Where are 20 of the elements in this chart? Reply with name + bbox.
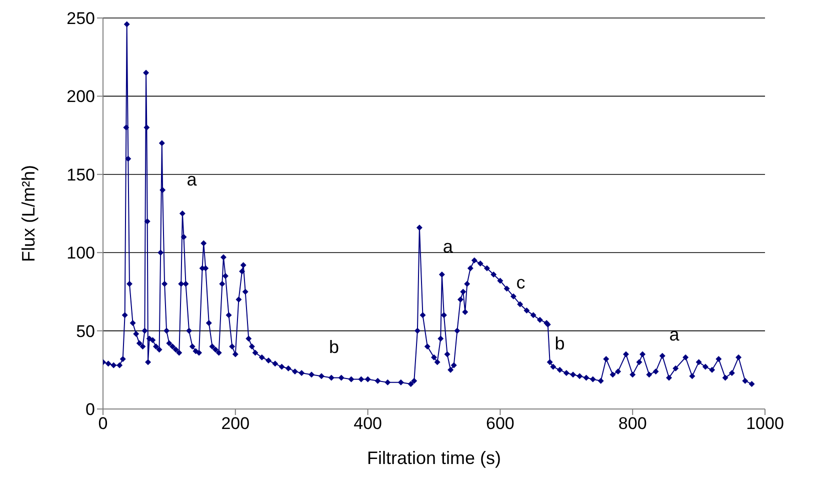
annotation: a [186,169,198,190]
x-tick-label: 600 [486,414,514,434]
annotation: a [669,324,680,344]
annotation: b [554,334,565,354]
x-tick-label: 0 [98,414,108,434]
y-tick-label: 50 [76,322,95,341]
y-tick-label: 200 [66,87,95,106]
y-tick-label: 0 [86,400,95,420]
y-tick-label: 250 [66,9,95,28]
annotation: c [516,272,526,293]
x-tick-label: 400 [354,414,382,434]
annotation: a [442,236,454,257]
x-tick-label: 200 [221,414,250,434]
x-tick-label: 1000 [746,414,784,434]
y-axis-title: Flux (L/m²h) [18,164,38,262]
x-tick-label: 800 [618,414,647,434]
annotation: b [329,336,340,357]
y-tick-label: 100 [66,244,95,263]
x-axis-title: Filtration time (s) [366,448,502,468]
y-tick-label: 150 [66,165,95,184]
